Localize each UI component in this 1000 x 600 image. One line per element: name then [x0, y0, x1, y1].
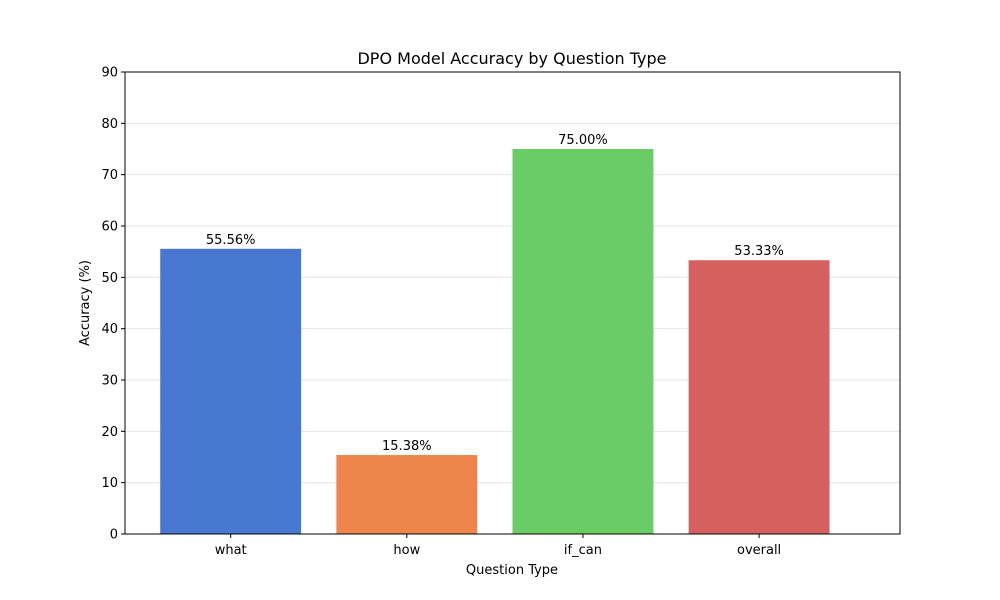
y-tick-label: 40 [101, 322, 118, 337]
y-tick-label: 50 [101, 271, 118, 286]
y-tick-label: 20 [101, 425, 118, 440]
x-tick-label: if_can [564, 543, 602, 558]
chart-title: DPO Model Accuracy by Question Type [357, 49, 666, 68]
x-tick-label: overall [737, 543, 781, 558]
y-tick-label: 60 [101, 220, 118, 235]
data-label-overall: 53.33% [734, 244, 784, 259]
y-axis: 0 10 20 30 40 50 60 70 80 90 [101, 66, 125, 543]
data-labels: 55.56% 15.38% 75.00% 53.33% [206, 133, 784, 454]
bars [160, 149, 830, 535]
data-label-what: 55.56% [206, 233, 256, 248]
x-axis-label: Question Type [466, 563, 558, 578]
x-tick-label: how [393, 543, 420, 558]
data-label-how: 15.38% [382, 439, 432, 454]
x-axis: what how if_can overall [215, 534, 781, 558]
data-label-if_can: 75.00% [558, 133, 608, 148]
x-tick-label: what [215, 543, 247, 558]
y-tick-label: 70 [101, 168, 118, 183]
y-axis-label: Accuracy (%) [78, 260, 93, 346]
y-tick-label: 10 [101, 476, 118, 491]
y-tick-label: 80 [101, 117, 118, 132]
bar-if_can [512, 149, 654, 534]
plot-frame [124, 71, 901, 535]
y-tick-label: 30 [101, 374, 118, 389]
bar-overall [688, 260, 830, 534]
y-tick-label: 0 [110, 528, 118, 543]
bar-what [160, 248, 302, 535]
bar-how [336, 455, 478, 534]
y-tick-label: 90 [101, 66, 118, 81]
